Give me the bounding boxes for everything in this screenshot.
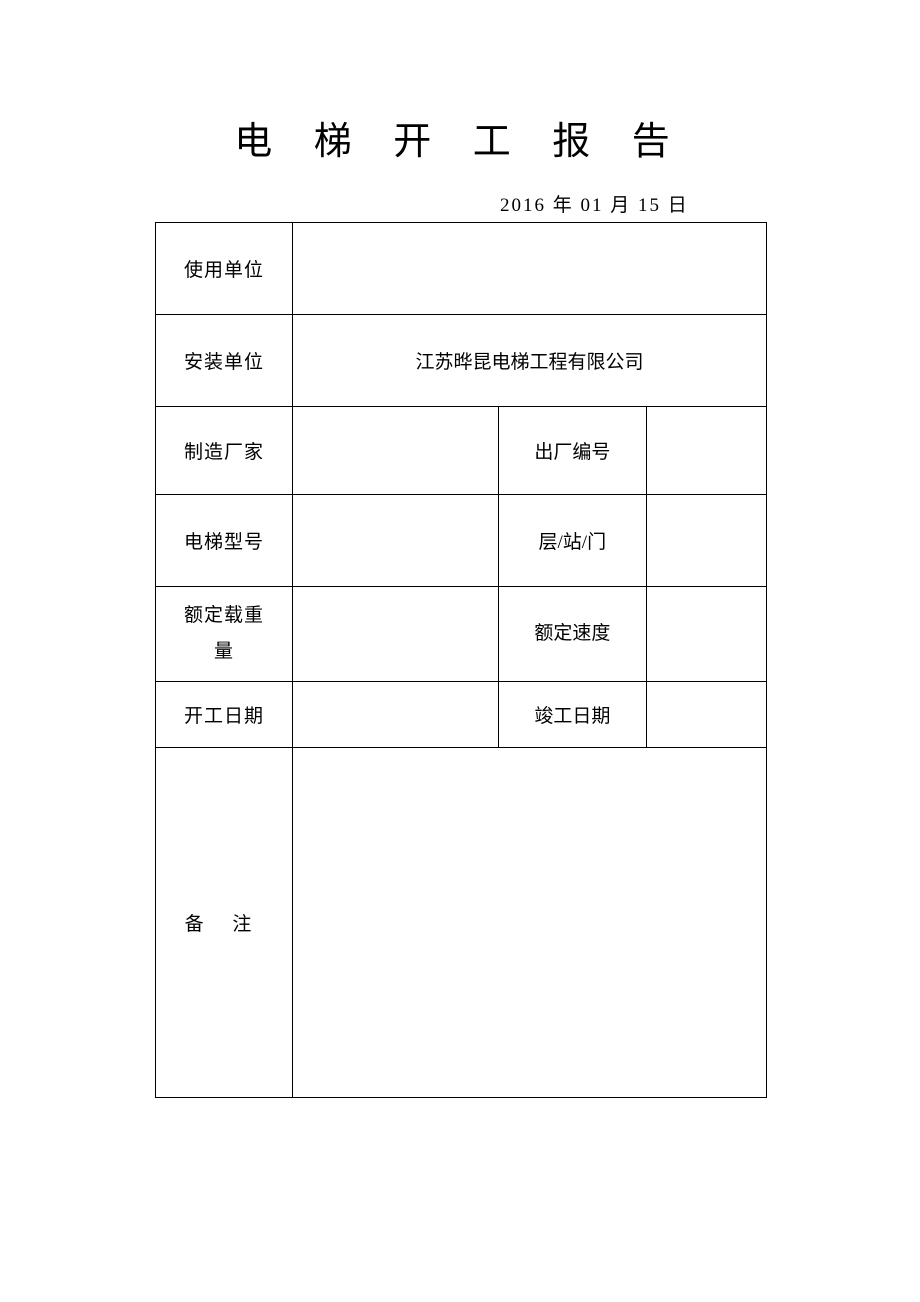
label-manufacturer: 制造厂家 xyxy=(156,407,293,495)
value-remarks xyxy=(293,748,767,1098)
value-manufacturer xyxy=(293,407,499,495)
label-factory-number: 出厂编号 xyxy=(498,407,646,495)
value-start-date xyxy=(293,682,499,748)
label-elevator-model: 电梯型号 xyxy=(156,495,293,587)
page-title: 电 梯 开 工 报 告 xyxy=(0,0,920,165)
label-remarks: 备 注 xyxy=(156,748,293,1098)
value-end-date xyxy=(647,682,767,748)
label-rated-speed: 额定速度 xyxy=(498,587,646,682)
label-user-unit: 使用单位 xyxy=(156,223,293,315)
value-rated-speed xyxy=(647,587,767,682)
value-floor-station-door xyxy=(647,495,767,587)
value-user-unit xyxy=(293,223,767,315)
label-floor-station-door: 层/站/门 xyxy=(498,495,646,587)
label-install-unit: 安装单位 xyxy=(156,315,293,407)
value-elevator-model xyxy=(293,495,499,587)
value-factory-number xyxy=(647,407,767,495)
value-rated-load xyxy=(293,587,499,682)
value-install-unit: 江苏晔昆电梯工程有限公司 xyxy=(293,315,767,407)
form-table: 使用单位 安装单位 江苏晔昆电梯工程有限公司 制造厂家 出厂编号 电梯型号 层/… xyxy=(155,222,767,1098)
date-line: 2016 年 01 月 15 日 xyxy=(500,190,689,217)
label-start-date: 开工日期 xyxy=(156,682,293,748)
label-rated-load: 额定载重量 xyxy=(156,587,293,682)
label-end-date: 竣工日期 xyxy=(498,682,646,748)
